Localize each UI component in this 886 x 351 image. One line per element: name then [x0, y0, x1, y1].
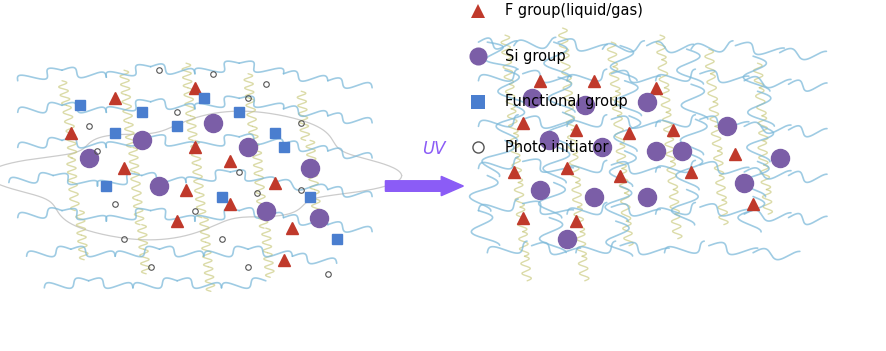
FancyArrow shape	[385, 176, 463, 196]
Text: Si group: Si group	[505, 49, 565, 64]
Text: F group(liquid/gas): F group(liquid/gas)	[505, 3, 643, 18]
Text: UV: UV	[423, 140, 446, 158]
Text: Photo initiator: Photo initiator	[505, 140, 609, 155]
Text: Functional group: Functional group	[505, 94, 627, 109]
